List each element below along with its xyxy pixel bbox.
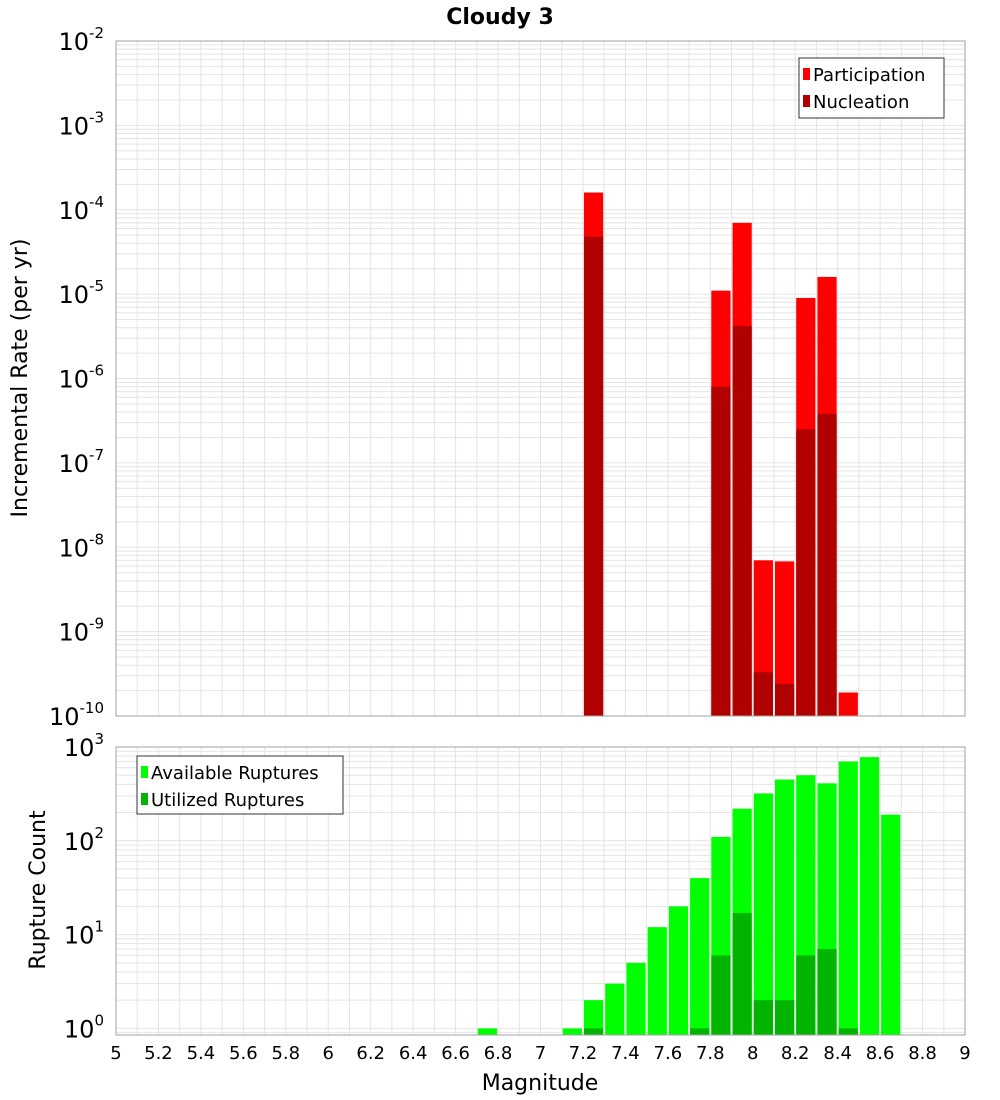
- bar: [838, 1028, 858, 1035]
- bar: [690, 878, 710, 1035]
- bar: [753, 1000, 773, 1035]
- legend-swatch: [141, 766, 148, 778]
- rupture-count-panel: 103 102 101 100 Available Ruptures Utilized R…: [64, 730, 966, 1043]
- bar: [562, 1028, 582, 1035]
- x-tick-label: 6.6: [441, 1043, 470, 1064]
- x-tick-label: 5.2: [144, 1043, 173, 1064]
- bar: [774, 1000, 795, 1035]
- legend-box: [798, 57, 945, 119]
- x-tick-label: 8.2: [781, 1043, 810, 1064]
- bar: [796, 955, 816, 1035]
- bar: [477, 1028, 498, 1035]
- y-tick-label: 102: [64, 824, 104, 856]
- x-tick-label: 5: [110, 1043, 121, 1064]
- x-tick-label: 6.2: [356, 1043, 385, 1064]
- x-tick-labels: 5 5.2 5.4 5.6 5.8 6 6.2 6.4 6.6 6.8 7 7.2 7.4 7.6 7.8 8…: [110, 1043, 970, 1064]
- x-tick-label: 7.4: [611, 1043, 640, 1064]
- chart-title: Cloudy 3: [446, 5, 554, 30]
- bar: [626, 962, 646, 1035]
- bar: [838, 761, 858, 1035]
- bar: [605, 983, 625, 1035]
- bar: [774, 561, 795, 716]
- bar: [753, 793, 773, 1035]
- y-tick-label: 10-2: [58, 24, 104, 56]
- bar: [711, 386, 731, 716]
- x-tick-label: 8: [747, 1043, 758, 1064]
- bar: [753, 672, 773, 716]
- plot-frame: [115, 746, 966, 1036]
- y-tick-labels: 103 102 101 100: [64, 730, 104, 1043]
- y-axis-label-rate: Incremental Rate (per yr): [8, 239, 33, 518]
- y-tick-label: 100: [64, 1011, 104, 1043]
- bar: [690, 1028, 710, 1035]
- x-tick-label: 6: [323, 1043, 334, 1064]
- bar: [668, 906, 689, 1035]
- x-tick-label: 5.4: [187, 1043, 216, 1064]
- bar: [732, 325, 752, 716]
- legend-swatch: [141, 793, 148, 805]
- x-tick-label: 7.6: [654, 1043, 683, 1064]
- x-axis-label: Magnitude: [482, 1071, 599, 1096]
- y-tick-label: 10-7: [58, 446, 104, 478]
- x-tick-label: 5.6: [229, 1043, 258, 1064]
- series-utilized-ruptures: [583, 912, 858, 1035]
- legend-label: Participation: [813, 65, 925, 86]
- bar: [583, 1028, 604, 1035]
- bar: [647, 927, 667, 1035]
- y-axis-label-count: Rupture Count: [26, 810, 51, 970]
- legend-swatch: [803, 95, 810, 107]
- incremental-rate-panel: 10-2 10-3 10-4 10-5 10-6 10-7 10-8 10-9 10-10 Par…: [49, 24, 966, 731]
- y-tick-label: 103: [64, 730, 104, 762]
- y-tick-labels: 10-2 10-3 10-4 10-5 10-6 10-7 10-8 10-9 10-10: [49, 24, 104, 731]
- bar: [838, 692, 858, 716]
- x-tick-label: 7: [535, 1043, 546, 1064]
- bar: [881, 814, 901, 1035]
- y-tick-label: 10-6: [58, 362, 104, 394]
- series-nucleation: [583, 236, 837, 716]
- x-tick-label: 6.8: [484, 1043, 513, 1064]
- x-tick-label: 8.4: [823, 1043, 852, 1064]
- x-tick-label: 9: [959, 1043, 970, 1064]
- bar: [817, 413, 837, 716]
- y-tick-label: 10-3: [58, 108, 104, 140]
- y-tick-label: 10-10: [49, 699, 104, 731]
- bar: [774, 779, 795, 1035]
- x-tick-label: 8.8: [908, 1043, 937, 1064]
- legend: Available Ruptures Utilized Ruptures: [136, 755, 344, 815]
- y-tick-label: 101: [64, 918, 104, 950]
- bar: [711, 955, 731, 1035]
- bar: [774, 683, 795, 716]
- bar: [583, 1000, 604, 1035]
- x-tick-label: 7.8: [696, 1043, 725, 1064]
- y-tick-label: 10-8: [58, 530, 104, 562]
- legend-box: [136, 755, 344, 815]
- legend: Participation Nucleation: [798, 57, 945, 119]
- y-tick-label: 10-4: [58, 193, 104, 225]
- bar: [817, 949, 837, 1035]
- legend-swatch: [803, 68, 810, 80]
- bar: [859, 757, 880, 1035]
- y-tick-label: 10-5: [58, 277, 104, 309]
- x-tick-label: 7.2: [569, 1043, 598, 1064]
- y-tick-label: 10-9: [58, 615, 104, 647]
- x-tick-label: 6.4: [399, 1043, 428, 1064]
- bar: [583, 236, 604, 716]
- legend-label: Nucleation: [813, 92, 909, 113]
- x-tick-label: 8.6: [866, 1043, 895, 1064]
- legend-label: Available Ruptures: [151, 763, 319, 784]
- bar: [732, 912, 752, 1035]
- x-tick-label: 5.8: [271, 1043, 300, 1064]
- grid-lines: [115, 40, 966, 717]
- plot-frame: [115, 40, 966, 717]
- legend-label: Utilized Ruptures: [151, 790, 304, 811]
- bar: [796, 429, 816, 716]
